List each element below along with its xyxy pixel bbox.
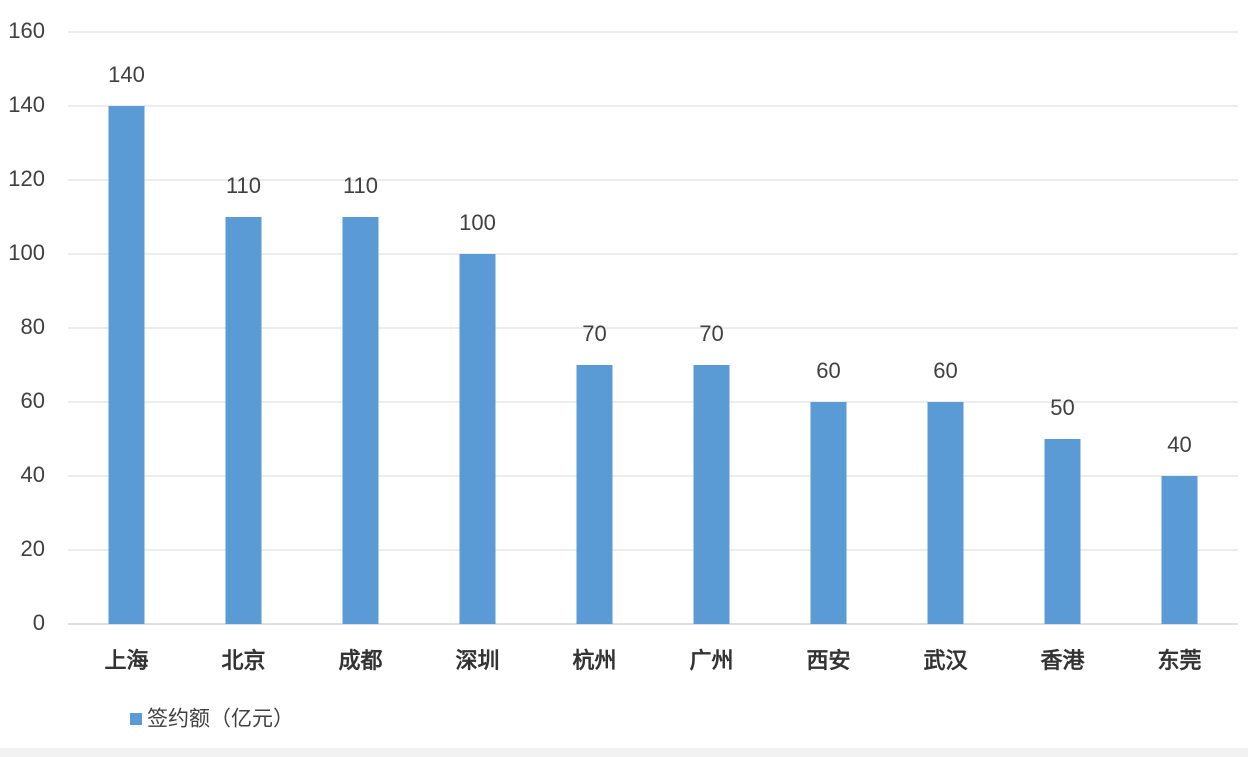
bar (810, 402, 847, 624)
y-tick-label: 120 (8, 166, 45, 191)
x-tick-label: 武汉 (923, 648, 968, 673)
x-tick-label: 东莞 (1157, 648, 1201, 673)
bar (576, 365, 613, 624)
data-label: 50 (1050, 395, 1074, 420)
bar (342, 217, 379, 624)
y-tick-label: 100 (8, 240, 45, 265)
x-tick-label: 成都 (338, 648, 382, 673)
bar (693, 365, 730, 624)
data-label: 70 (582, 321, 606, 346)
data-label: 60 (816, 358, 840, 383)
y-tick-label: 160 (8, 18, 45, 43)
bottom-strip (0, 748, 1248, 757)
y-tick-label: 20 (21, 536, 45, 561)
data-label: 110 (226, 173, 261, 198)
data-label: 140 (108, 62, 145, 87)
y-tick-label: 0 (33, 610, 45, 635)
x-tick-label: 西安 (806, 648, 850, 673)
x-tick-label: 深圳 (455, 648, 499, 673)
legend-label: 签约额（亿元） (147, 708, 294, 731)
y-tick-label: 60 (21, 388, 45, 413)
data-label: 70 (699, 321, 723, 346)
data-label: 110 (343, 173, 378, 198)
x-tick-label: 上海 (104, 648, 148, 673)
bar (108, 106, 145, 624)
bar (927, 402, 964, 624)
bar (1161, 476, 1198, 624)
bar (1044, 439, 1081, 624)
x-tick-label: 杭州 (572, 648, 616, 673)
bar (225, 217, 262, 624)
data-label: 60 (933, 358, 957, 383)
y-tick-label: 140 (8, 92, 45, 117)
y-tick-label: 80 (21, 314, 45, 339)
y-tick-label: 40 (21, 462, 45, 487)
x-tick-label: 广州 (689, 648, 733, 673)
data-label: 40 (1167, 432, 1191, 457)
x-tick-label: 香港 (1040, 648, 1085, 673)
x-tick-label: 北京 (221, 648, 265, 673)
bar (459, 254, 496, 624)
legend-swatch (130, 713, 142, 725)
data-label: 100 (459, 210, 496, 235)
